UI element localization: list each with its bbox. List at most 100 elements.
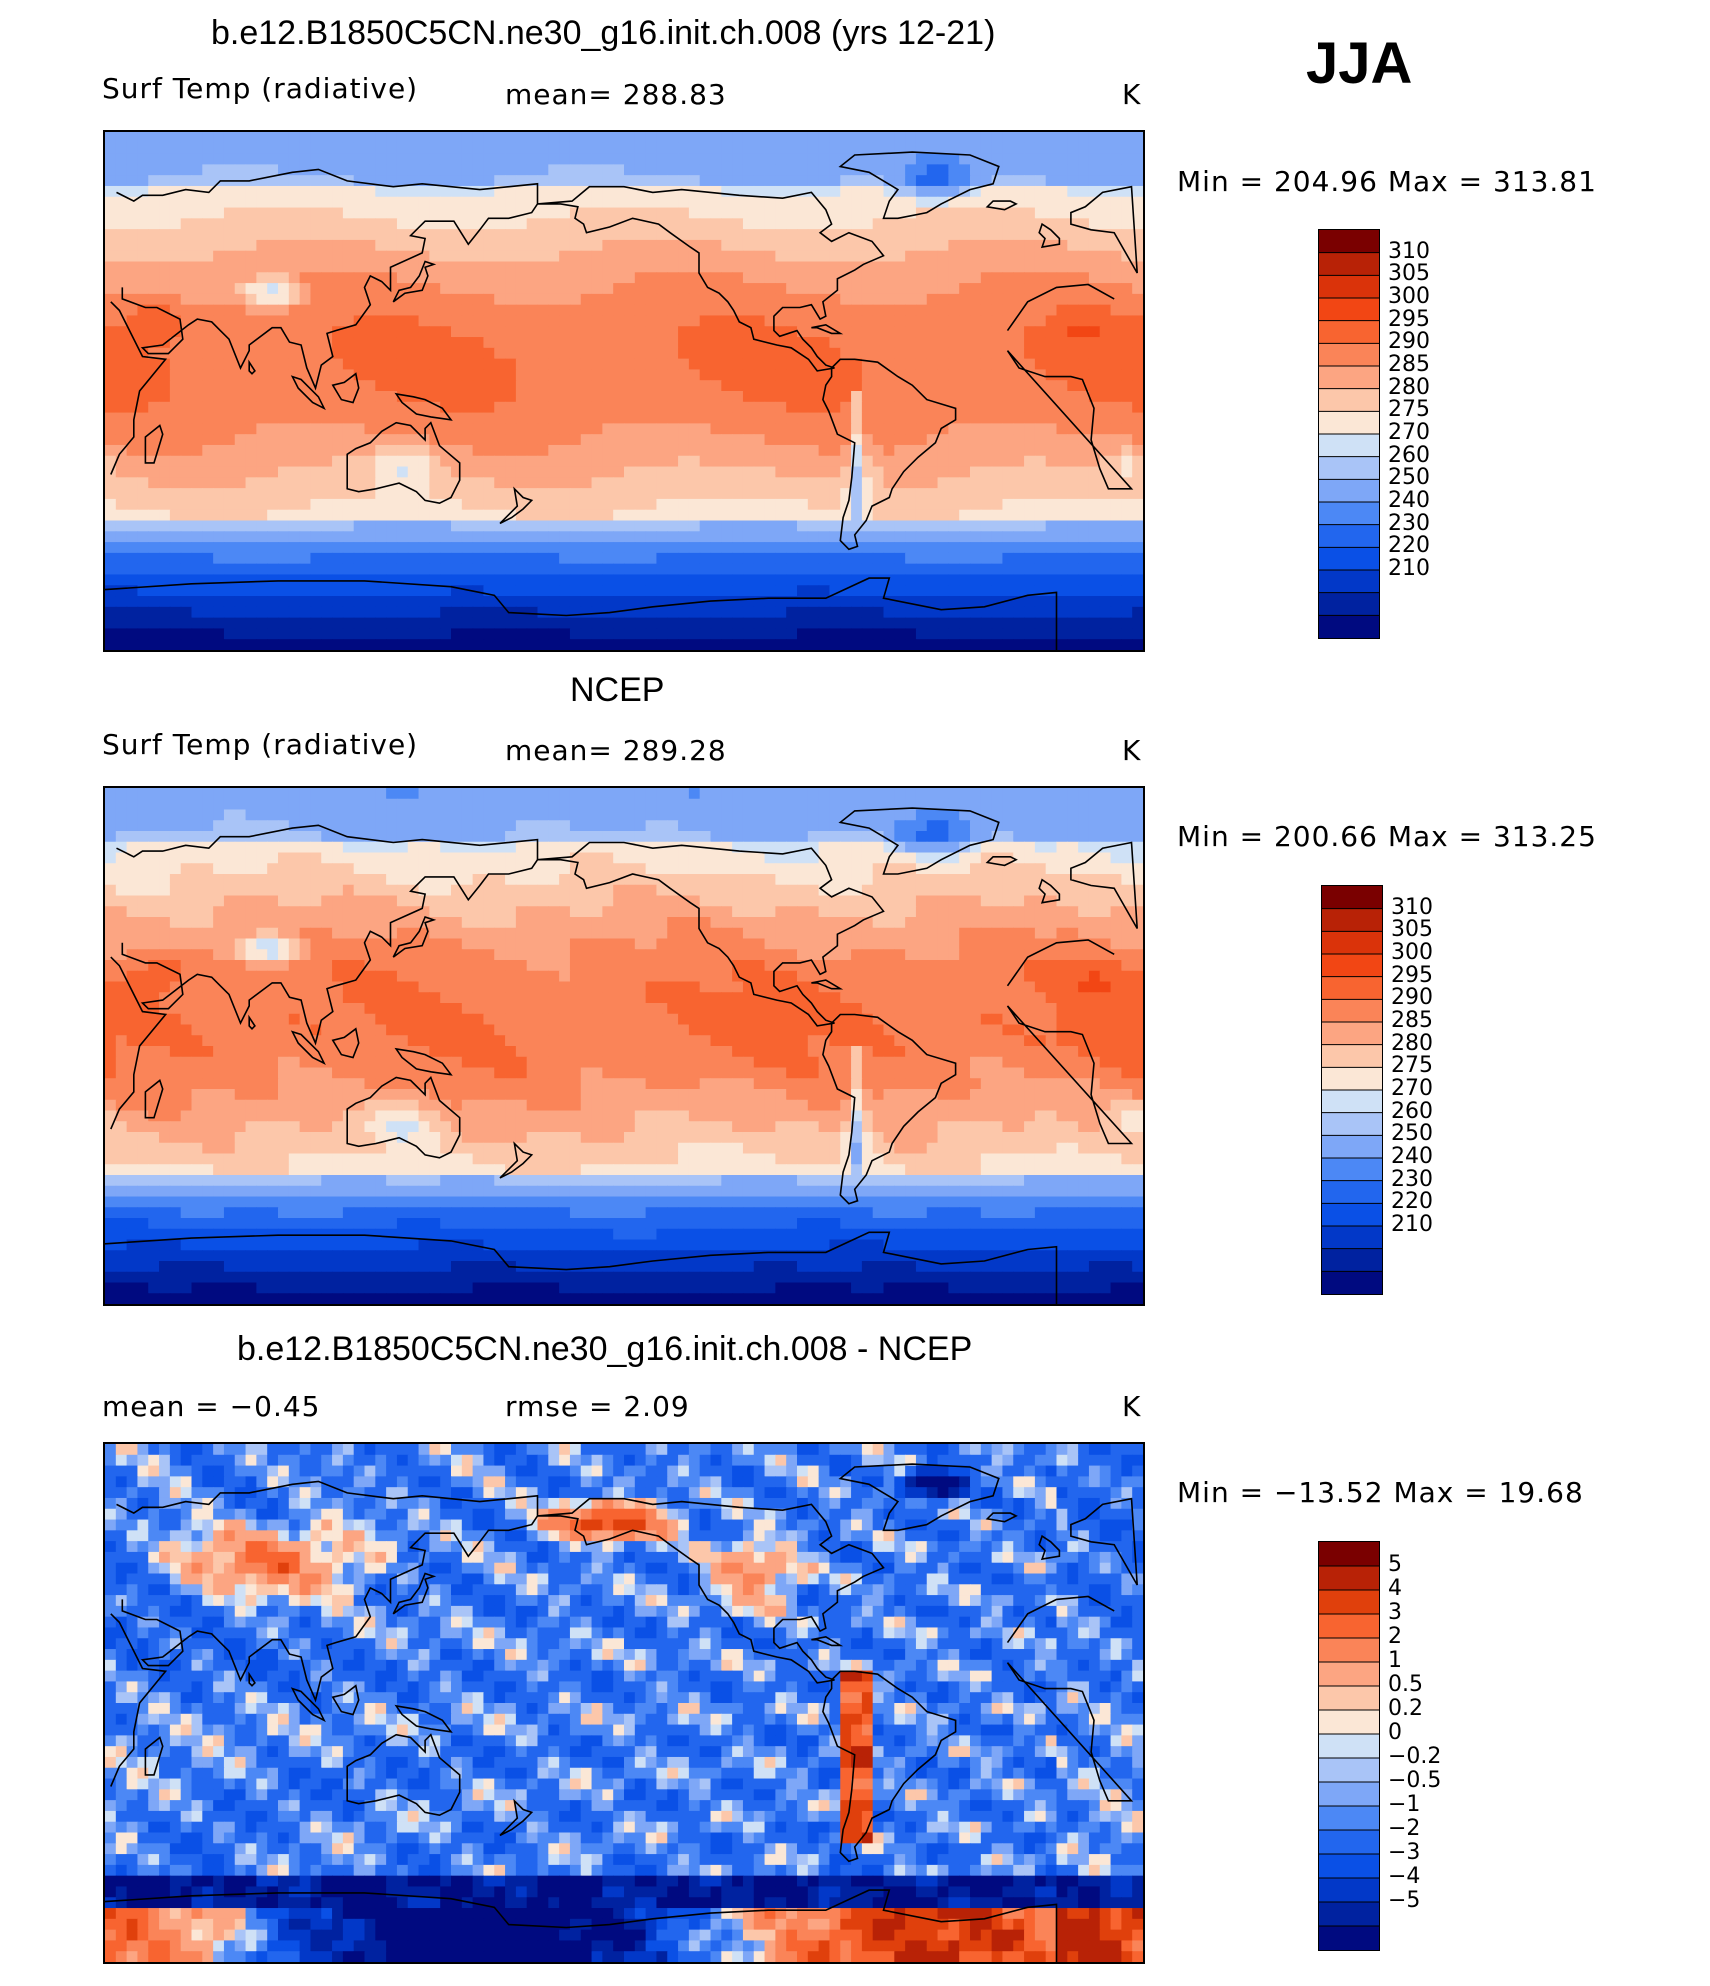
colorbar-swatch [1319, 320, 1379, 344]
coastline-iceland [985, 200, 1018, 211]
coastline-nz [499, 486, 534, 525]
colorbar-swatch [1319, 547, 1379, 571]
colorbar-swatch [1322, 931, 1382, 955]
coastline-samerica [822, 1013, 957, 1205]
coastline-sumatra [290, 1030, 326, 1065]
panel-2-minmax: Min = 200.66 Max = 313.25 [1177, 820, 1597, 853]
coastline-madagascar [144, 1736, 164, 1776]
colorbar-tick-label: 285 [1388, 352, 1430, 377]
coastline-antarctica [105, 1889, 1058, 1962]
coastline-eurasia [116, 168, 1138, 391]
colorbar-tick-label: 280 [1388, 374, 1430, 400]
panel-3-unit-label: K [1122, 1390, 1142, 1423]
colorbar-swatch [1322, 1067, 1382, 1091]
coastline-eurasia [116, 824, 1138, 1046]
coastline-newguinea [394, 1047, 453, 1076]
colorbar-tick-label: 290 [1388, 329, 1430, 355]
coastline-nz [499, 1141, 534, 1179]
colorbar-tick-label: 4 [1388, 1576, 1402, 1601]
colorbar-tick-label: 300 [1388, 284, 1430, 309]
colorbar-tick-label: 220 [1391, 1189, 1433, 1215]
colorbar-tick-label: 310 [1391, 894, 1433, 920]
colorbar-tick-label: 0.5 [1388, 1672, 1423, 1697]
colorbar-swatch [1319, 1854, 1379, 1879]
colorbar-swatch [1322, 1112, 1382, 1136]
coastline-madag2 [248, 359, 256, 375]
colorbar-swatch [1319, 1638, 1379, 1663]
coastline-japan [392, 916, 437, 958]
colorbar-swatch [1319, 456, 1379, 480]
colorbar-swatch [1319, 1686, 1379, 1711]
panel-1-variable-label: Surf Temp (radiative) [102, 72, 419, 105]
coastline-newguinea [394, 392, 453, 421]
colorbar-swatch [1322, 1203, 1382, 1227]
colorbar-swatch [1319, 502, 1379, 526]
colorbar-swatch [1319, 298, 1379, 322]
colorbar-swatch [1319, 230, 1379, 254]
colorbar-tick-label: 230 [1388, 510, 1430, 536]
colorbar-swatch [1319, 524, 1379, 548]
colorbar-swatch [1322, 1180, 1382, 1204]
colorbar-tick-label: 210 [1388, 556, 1430, 581]
colorbar-swatch [1319, 1830, 1379, 1855]
colorbar-tick-label: 220 [1388, 533, 1430, 559]
colorbar-swatch [1319, 252, 1379, 276]
panel-1-title: b.e12.B1850C5CN.ne30_g16.init.ch.008 (yr… [211, 14, 996, 52]
colorbar-swatch [1322, 1158, 1382, 1182]
colorbar-tick-label: 230 [1391, 1166, 1433, 1192]
colorbar-swatch [1322, 1090, 1382, 1114]
colorbar-tick-label: 305 [1391, 917, 1433, 943]
coastline-madagascar [144, 1079, 164, 1119]
colorbar-swatch [1322, 1271, 1382, 1294]
coastline-australia [346, 1733, 461, 1817]
coastline-namerica [537, 185, 885, 372]
colorbar-tick-label: 0.2 [1388, 1696, 1423, 1721]
coastline-cuba [811, 979, 844, 990]
colorbar-tick-label: 0 [1388, 1720, 1402, 1745]
coastline-australia [346, 421, 461, 505]
coastline-africa [110, 283, 1134, 490]
colorbar-tick-label: 240 [1388, 488, 1430, 513]
colorbar-tick-label: 300 [1391, 940, 1433, 965]
panel-1-mean-label: mean= 288.83 [505, 78, 727, 111]
colorbar-swatch [1319, 1710, 1379, 1735]
colorbar-tick-label: 295 [1391, 962, 1433, 988]
colorbar-swatch [1319, 592, 1379, 616]
colorbar-swatch [1319, 388, 1379, 412]
field-cells [105, 132, 1143, 650]
colorbar-tick-label: 1 [1388, 1648, 1402, 1673]
coastline-greenland [838, 1463, 1000, 1532]
colorbar-tick-label: −0.2 [1388, 1744, 1442, 1769]
colorbar-tick-label: 240 [1391, 1144, 1433, 1169]
coastline-newguinea [394, 1704, 453, 1733]
colorbar-tick-label: 280 [1391, 1030, 1433, 1056]
panel-2-mean-label: mean= 289.28 [505, 734, 727, 767]
colorbar-swatch [1322, 886, 1382, 910]
colorbar-swatch [1322, 1135, 1382, 1159]
colorbar-swatch [1322, 1226, 1382, 1250]
colorbar-tick-label: 295 [1388, 306, 1430, 332]
colorbar-tick-label: 260 [1391, 1098, 1433, 1124]
colorbar-tick-label: 260 [1388, 442, 1430, 468]
coastline-namerica [537, 1497, 885, 1684]
colorbar-swatch [1319, 1758, 1379, 1783]
coastline-madag2 [248, 1014, 256, 1030]
colorbar-swatch [1322, 1022, 1382, 1046]
panel-3-title: b.e12.B1850C5CN.ne30_g16.init.ch.008 - N… [237, 1330, 973, 1368]
colorbar-swatch [1319, 1734, 1379, 1759]
colorbar-tick-label: 275 [1391, 1053, 1433, 1079]
colorbar-swatch [1319, 570, 1379, 594]
colorbar-swatch [1319, 1878, 1379, 1903]
colorbar-swatch [1319, 434, 1379, 458]
colorbar-swatch [1322, 976, 1382, 1000]
colorbar-swatch [1319, 1662, 1379, 1687]
colorbar-swatch [1319, 1590, 1379, 1615]
coastline-samerica [822, 358, 957, 551]
colorbar-tick-label: 2 [1388, 1624, 1402, 1649]
coastline-greenland [838, 807, 1000, 875]
coastline-antarctica [105, 1231, 1058, 1304]
coastline-madagascar [144, 424, 164, 464]
coastline-uk [1038, 878, 1061, 904]
coastline-borneo [331, 1027, 360, 1059]
colorbar-tick-label: 285 [1391, 1008, 1433, 1033]
